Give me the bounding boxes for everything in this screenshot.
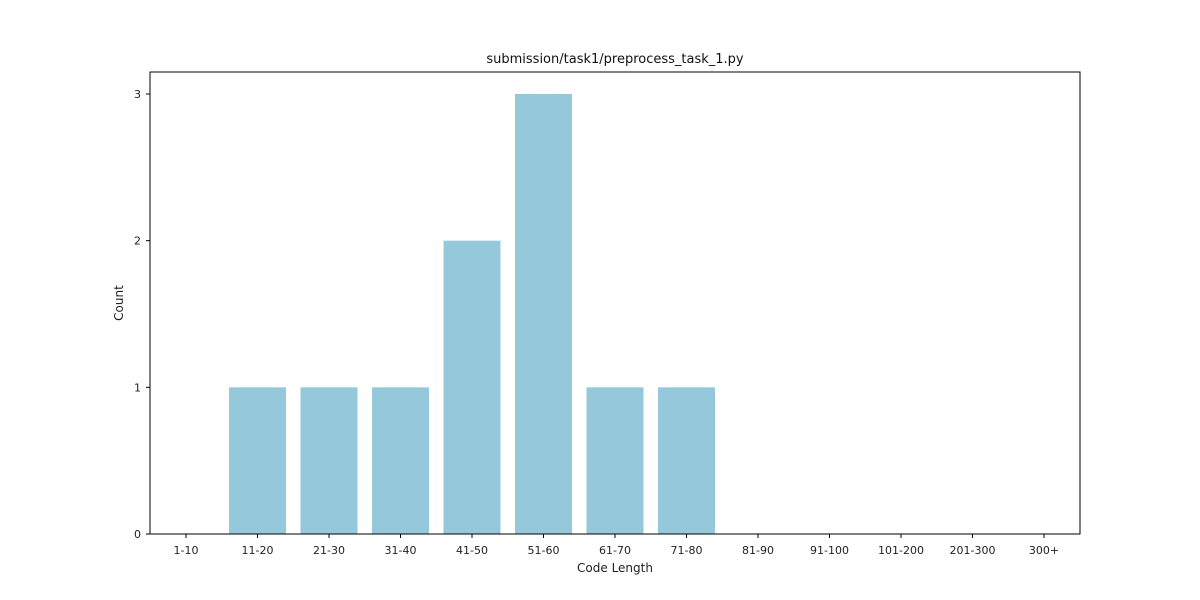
- x-axis-label: Code Length: [577, 561, 653, 575]
- x-tick-label: 201-300: [950, 544, 996, 557]
- x-tick-label: 300+: [1029, 544, 1059, 557]
- bar-21-30: [300, 387, 358, 534]
- x-tick-label: 91-100: [810, 544, 849, 557]
- y-ticks: 0 1 2 3: [134, 88, 150, 541]
- plot-frame: [149, 71, 1081, 535]
- x-tick-label: 11-20: [242, 544, 274, 557]
- x-ticks: 1-10 11-20 21-30 31-40 41-50 51-60 61-70 71-80 8…: [174, 534, 1059, 557]
- x-tick-label: 41-50: [456, 544, 488, 557]
- x-tick-label: 71-80: [671, 544, 703, 557]
- x-tick-label: 51-60: [528, 544, 560, 557]
- x-tick-label: 1-10: [174, 544, 199, 557]
- x-tick-label: 101-200: [878, 544, 924, 557]
- x-tick-label: 81-90: [742, 544, 774, 557]
- bar-71-80: [658, 387, 715, 534]
- y-tick-label: 0: [134, 528, 141, 541]
- bars: [229, 94, 715, 534]
- x-tick-label: 31-40: [385, 544, 417, 557]
- y-axis-label: Count: [112, 285, 126, 321]
- bar-31-40: [372, 387, 429, 534]
- y-tick-label: 1: [134, 381, 141, 394]
- bar-51-60: [515, 94, 572, 534]
- bar-41-50: [443, 240, 501, 534]
- bar-61-70: [586, 387, 644, 534]
- bar-11-20: [229, 387, 286, 534]
- y-tick-label: 2: [134, 235, 141, 248]
- chart-title: submission/task1/preprocess_task_1.py: [486, 52, 744, 67]
- y-tick-label: 3: [134, 88, 141, 101]
- x-tick-label: 61-70: [599, 544, 631, 557]
- x-tick-label: 21-30: [313, 544, 345, 557]
